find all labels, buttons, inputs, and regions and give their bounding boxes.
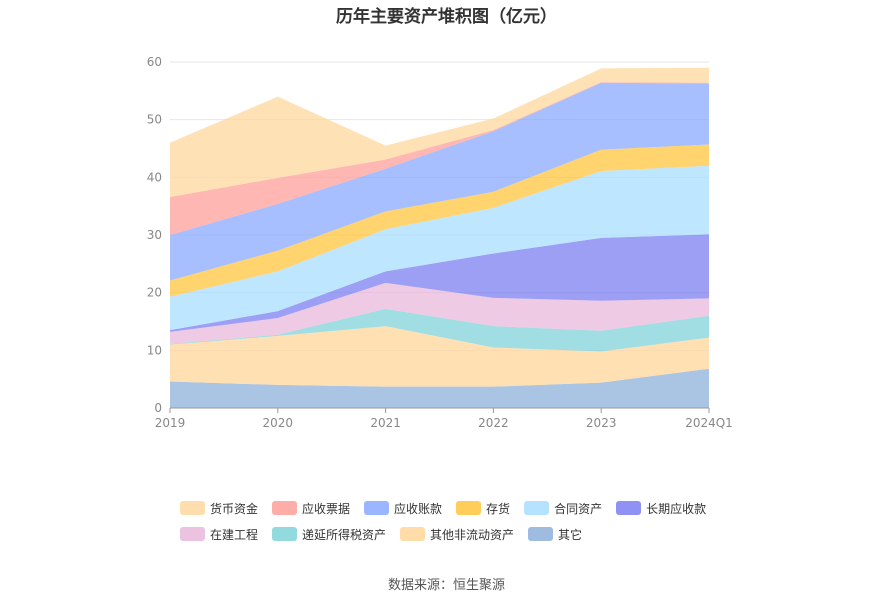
legend-row-1: 货币资金 应收票据 应收账款 存货 合同资产 长期应收款 bbox=[180, 495, 780, 521]
legend-swatch bbox=[456, 501, 482, 515]
legend-item[interactable]: 其它 bbox=[528, 526, 582, 543]
area-series-9 bbox=[170, 67, 709, 197]
area-series-1 bbox=[170, 326, 709, 387]
legend-swatch bbox=[364, 501, 390, 515]
legend-label: 递延所得税资产 bbox=[302, 527, 387, 542]
legend-item[interactable]: 存货 bbox=[456, 500, 510, 517]
legend-label: 在建工程 bbox=[210, 527, 259, 542]
legend: 货币资金 应收票据 应收账款 存货 合同资产 长期应收款 在建工程 递延所得税资产 其他非流动… bbox=[180, 495, 780, 547]
legend-swatch bbox=[272, 501, 298, 515]
legend-row-2: 在建工程 递延所得税资产 其他非流动资产 其它 bbox=[180, 521, 780, 547]
legend-label: 应收票据 bbox=[302, 501, 351, 516]
legend-label: 合同资产 bbox=[554, 501, 603, 516]
legend-swatch bbox=[400, 527, 426, 541]
x-tick-label: 2024Q1 bbox=[685, 416, 733, 430]
area-series-2 bbox=[170, 308, 709, 352]
legend-item[interactable]: 在建工程 bbox=[180, 526, 258, 543]
legend-swatch bbox=[272, 527, 298, 541]
chart-title: 历年主要资产堆积图（亿元） bbox=[336, 7, 557, 27]
x-tick-label: 2022 bbox=[478, 416, 509, 430]
area-series bbox=[170, 67, 709, 408]
legend-item[interactable]: 长期应收款 bbox=[616, 500, 706, 517]
axes: 0 10 20 30 40 50 60 2019 2020 2021 2022 2023 2024Q1 bbox=[147, 55, 733, 430]
legend-swatch bbox=[180, 527, 205, 541]
legend-item[interactable]: 应收票据 bbox=[272, 500, 350, 517]
area-series-7 bbox=[170, 82, 709, 281]
legend-label: 存货 bbox=[486, 501, 511, 516]
legend-label: 货币资金 bbox=[210, 501, 259, 516]
legend-swatch bbox=[616, 501, 642, 515]
legend-label: 其它 bbox=[558, 527, 583, 542]
area-series-5 bbox=[170, 165, 709, 331]
legend-label: 应收账款 bbox=[394, 501, 443, 516]
legend-label: 长期应收款 bbox=[646, 501, 707, 516]
legend-swatch bbox=[528, 527, 554, 541]
y-tick-label: 60 bbox=[147, 55, 162, 69]
x-tick-label: 2019 bbox=[155, 416, 186, 430]
x-tick-label: 2020 bbox=[263, 416, 294, 430]
y-tick-label: 10 bbox=[147, 343, 162, 357]
legend-item[interactable]: 递延所得税资产 bbox=[272, 526, 386, 543]
area-series-0 bbox=[170, 368, 709, 408]
y-tick-label: 20 bbox=[147, 286, 162, 300]
x-tick-label: 2023 bbox=[586, 416, 617, 430]
y-tick-label: 50 bbox=[147, 113, 162, 127]
area-series-4 bbox=[170, 234, 709, 332]
stacked-area-chart: 0 10 20 30 40 50 60 2019 2020 2021 2022 2023 2024Q1 bbox=[147, 55, 733, 430]
legend-item[interactable]: 其他非流动资产 bbox=[400, 526, 514, 543]
legend-swatch bbox=[180, 501, 205, 515]
y-tick-label: 0 bbox=[154, 401, 162, 415]
data-source: 数据来源：恒生聚源 bbox=[387, 578, 505, 593]
area-series-3 bbox=[170, 282, 709, 344]
y-tick-label: 40 bbox=[147, 170, 162, 184]
legend-item[interactable]: 应收账款 bbox=[364, 500, 442, 517]
legend-item[interactable]: 货币资金 bbox=[180, 500, 258, 517]
legend-item[interactable]: 合同资产 bbox=[524, 500, 602, 517]
legend-label: 其他非流动资产 bbox=[430, 527, 515, 542]
area-series-6 bbox=[170, 144, 709, 297]
legend-swatch bbox=[524, 501, 550, 515]
y-tick-label: 30 bbox=[147, 228, 162, 242]
x-tick-label: 2021 bbox=[370, 416, 401, 430]
